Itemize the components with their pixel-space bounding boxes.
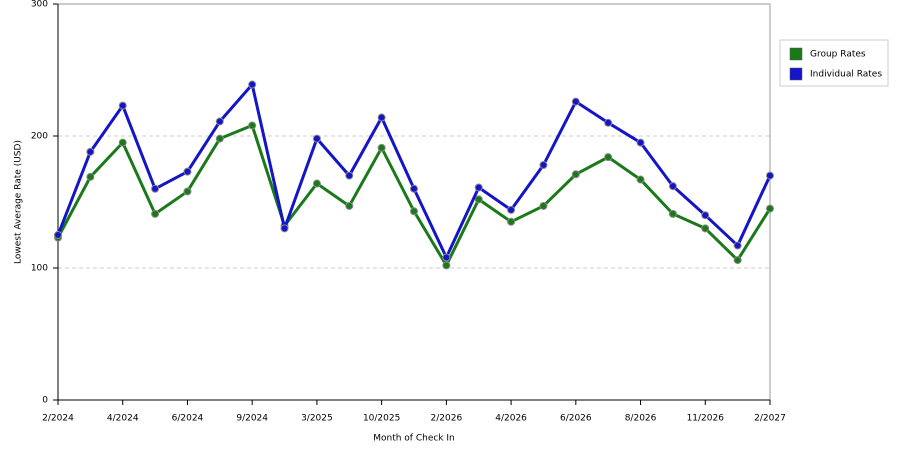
series-line [56, 123, 772, 267]
legend-label: Group Rates [810, 50, 866, 60]
x-tick-label: 9/2024 [236, 414, 268, 424]
data-point [410, 184, 418, 193]
x-tick-label: 8/2026 [625, 414, 657, 424]
data-point [312, 134, 321, 143]
data-point [54, 231, 62, 239]
data-point [312, 179, 321, 188]
data-point [701, 211, 710, 220]
x-tick-label: 11/2026 [687, 414, 725, 424]
data-point [377, 113, 386, 122]
x-tick-label: 10/2025 [363, 414, 400, 424]
y-tick-label: 100 [31, 264, 48, 274]
data-point [733, 241, 742, 250]
data-point [215, 117, 224, 126]
legend-swatch [789, 47, 803, 61]
data-point [668, 209, 677, 218]
x-tick-label: 2/2024 [42, 414, 74, 424]
data-point [345, 201, 354, 210]
data-point [701, 224, 710, 233]
data-point [766, 204, 774, 213]
data-point [507, 217, 516, 226]
data-point [442, 253, 451, 262]
data-point [668, 182, 677, 191]
data-point [636, 138, 645, 147]
y-tick-label: 200 [31, 132, 48, 142]
data-point [215, 134, 224, 143]
y-axis-label: Lowest Average Rate (USD) [14, 140, 24, 264]
data-point [86, 172, 95, 181]
x-tick-label: 4/2026 [495, 414, 527, 424]
data-point [539, 201, 548, 210]
data-point [410, 207, 418, 216]
data-point [151, 184, 160, 193]
data-point [604, 118, 613, 127]
x-tick-label: 6/2024 [172, 414, 204, 424]
data-point [118, 101, 127, 110]
data-point [442, 261, 451, 270]
data-point [766, 171, 774, 180]
x-tick-label: 3/2025 [301, 414, 333, 424]
data-point [474, 195, 483, 204]
data-point [571, 97, 580, 106]
data-point [636, 175, 645, 184]
x-tick-label: 6/2026 [560, 414, 592, 424]
data-point [604, 153, 613, 162]
x-tick-label: 2/2026 [431, 414, 463, 424]
data-point [571, 170, 580, 179]
x-tick-label: 4/2024 [107, 414, 139, 424]
x-tick-label: 2/2027 [754, 414, 786, 424]
data-point [183, 187, 192, 196]
data-point [248, 80, 257, 89]
data-point [151, 209, 160, 218]
data-point [345, 171, 354, 180]
y-tick-label: 0 [42, 396, 48, 406]
data-point [118, 138, 127, 147]
y-tick-label: 300 [31, 0, 48, 10]
data-point [280, 224, 289, 233]
data-point [507, 205, 516, 214]
legend-swatch [789, 67, 803, 81]
data-point [733, 256, 742, 265]
data-point [377, 143, 386, 152]
series-line [56, 83, 772, 259]
data-point [539, 161, 548, 170]
data-point [86, 147, 95, 156]
legend-label: Individual Rates [810, 70, 882, 80]
data-point [183, 167, 192, 176]
data-point [474, 183, 483, 192]
data-point [248, 121, 257, 130]
x-axis-label: Month of Check In [373, 434, 455, 444]
